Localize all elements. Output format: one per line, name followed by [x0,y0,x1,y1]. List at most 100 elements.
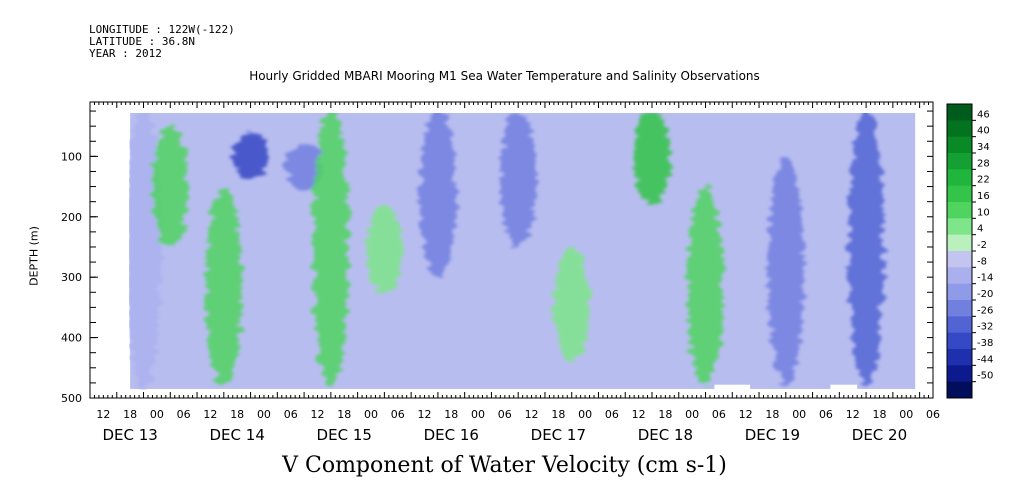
missing-data-gap [830,384,858,397]
colorbar-label: -20 [977,289,993,300]
y-tick-label: 400 [61,332,82,345]
x-hour-tick-label: 00 [899,408,913,421]
colorbar-label: 28 [977,158,990,169]
longitude-label: LONGITUDE : 122W(-122) [89,23,235,36]
latitude-label: LATITUDE : 36.8N [89,35,195,48]
y-tick-label: 200 [61,211,82,224]
velocity-cell [767,156,804,386]
colorbar-label: -2 [977,240,987,251]
x-hour-tick-label: 06 [498,408,512,421]
x-hour-tick-label: 06 [391,408,405,421]
colorbar-label: -50 [977,371,993,382]
colorbar-swatch [947,185,972,203]
velocity-cell [634,113,670,205]
y-tick-label: 500 [61,392,82,405]
x-hour-tick-label: 18 [658,408,672,421]
colorbar-swatch [947,283,972,301]
x-hour-tick-label: 00 [150,408,164,421]
colorbar-swatch [947,169,972,187]
plot-frame [89,101,934,399]
colorbar-label: 40 [977,126,990,137]
colorbar-swatch [947,267,972,285]
velocity-cell [419,113,456,278]
x-hour-tick-label: 00 [578,408,592,421]
velocity-cell [500,113,537,247]
year-label: YEAR : 2012 [89,47,162,60]
x-hour-tick-label: 18 [337,408,351,421]
x-hour-tick-label: 12 [418,408,432,421]
colorbar-swatch [947,120,972,138]
colorbar-label: -44 [977,354,993,365]
x-hour-tick-label: 12 [632,408,646,421]
colorbar-label: 34 [977,142,990,153]
colorbar-swatch [947,349,972,366]
x-hour-tick-label: 00 [471,408,485,421]
x-day-label: DEC 20 [852,426,907,444]
x-hour-tick-label: 18 [765,408,779,421]
x-day-label: DEC 19 [745,426,800,444]
x-hour-tick-label: 18 [123,408,137,421]
x-day-label: DEC 14 [210,426,265,444]
velocity-cell [553,246,590,362]
colorbar-label: -26 [977,305,993,316]
colorbar-label: -14 [977,273,993,284]
x-hour-tick-label: 12 [525,408,539,421]
axes: 12 18 00 06 12 18 00 06 12 18 00 06 12 18 00 06 12 18 00 06… [61,102,940,444]
x-hour-tick-label: 12 [203,408,217,421]
colorbar-swatch [947,316,972,334]
velocity-cell [366,204,403,296]
colorbar-label: -38 [977,338,993,349]
x-hour-tick-label: 12 [310,408,324,421]
x-hour-tick-label: 00 [257,408,271,421]
colorbar-swatch [947,136,972,154]
x-hour-tick-label: 00 [685,408,699,421]
x-hour-tick-label: 12 [739,408,753,421]
chart-title: Hourly Gridded MBARI Mooring M1 Sea Wate… [249,69,760,83]
y-tick-label: 300 [61,271,82,284]
x-hour-tick-label: 06 [284,408,298,421]
x-day-label: DEC 13 [102,426,157,444]
velocity-cell [312,113,349,386]
colorbar-swatch [947,365,972,383]
x-hour-tick-label: 06 [819,408,833,421]
heatmap-field [129,113,916,389]
missing-data-gaps [714,384,858,397]
velocity-cell [205,186,242,386]
velocity-cell [286,144,323,193]
x-hour-tick-label: 06 [177,408,191,421]
missing-data-gap [714,384,751,397]
colorbar-swatch [947,218,972,236]
x-hour-tick-label: 00 [792,408,806,421]
colorbar-label: -8 [977,256,987,267]
colorbar-swatch [947,251,972,268]
x-hour-tick-label: 00 [364,408,378,421]
heatmap-anomalies [129,113,885,389]
velocity-cell [687,186,724,386]
colorbar-swatch [947,381,972,399]
colorbar-swatch [947,153,972,170]
variable-caption: V Component of Water Velocity (cm s-1) [282,453,727,478]
colorbar-swatch [947,332,972,350]
colorbar-swatch [947,300,972,317]
x-day-label: DEC 18 [638,426,693,444]
velocity-cell [232,132,269,181]
x-hour-tick-label: 06 [712,408,726,421]
colorbar-label: 4 [977,224,983,235]
colorbar-label: -32 [977,322,993,333]
colorbar: 46 40 34 28 22 16 10 4 -2 -8 -14 -20 -26 -32 -38 -44 -50 [946,103,993,399]
x-hour-tick-label: 06 [605,408,619,421]
x-hour-tick-label: 18 [872,408,886,421]
colorbar-label: 16 [977,191,990,202]
x-day-label: DEC 15 [317,426,372,444]
colorbar-label: 46 [977,109,990,120]
x-hour-tick-label: 18 [551,408,565,421]
x-hour-tick-label: 18 [230,408,244,421]
y-tick-label: 100 [61,150,82,163]
colorbar-label: 22 [977,175,990,186]
x-hour-tick-label: 12 [846,408,860,421]
colorbar-swatch [947,234,972,252]
colorbar-label: 10 [977,207,990,218]
colorbar-swatch [947,202,972,219]
x-hour-tick-label: 12 [96,408,110,421]
